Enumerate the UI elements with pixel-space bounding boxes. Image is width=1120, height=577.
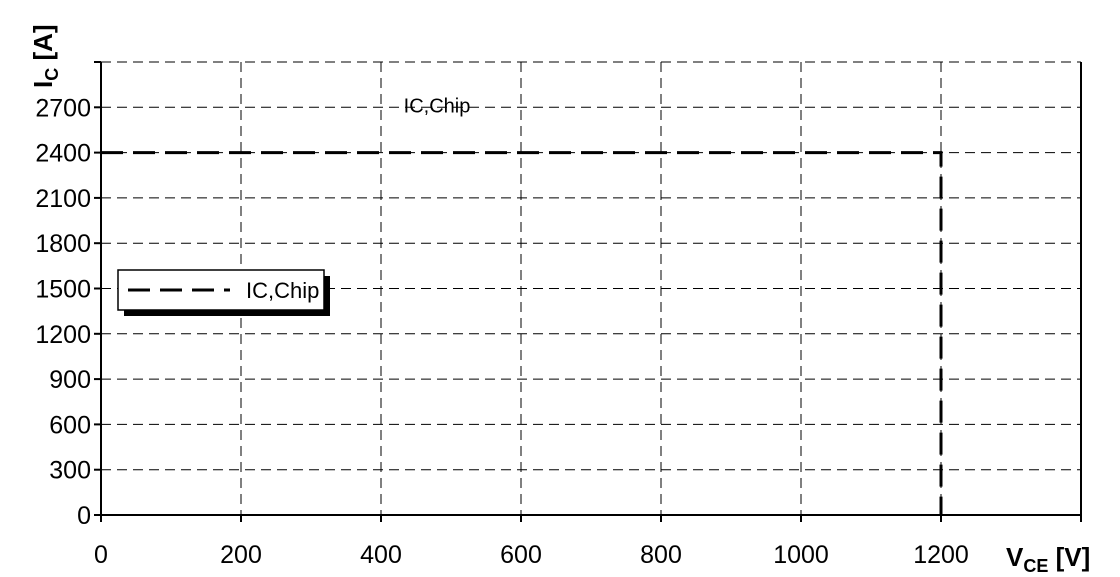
series-group — [101, 151, 943, 515]
y-tick-label: 1500 — [35, 276, 91, 304]
series-line — [101, 151, 943, 515]
x-tick-label: 0 — [94, 541, 108, 569]
y-tick-label: 900 — [49, 366, 91, 394]
annotations: IC,Chip — [404, 95, 471, 117]
x-tick-label: 1200 — [913, 541, 969, 569]
x-tick-label: 400 — [360, 541, 402, 569]
legend-label: IC,Chip — [246, 278, 319, 303]
y-tick-label: 1200 — [35, 321, 91, 349]
y-tick-label: 2700 — [35, 94, 91, 122]
legend-box — [117, 269, 325, 311]
y-tick-label: 0 — [77, 502, 91, 530]
y-tick-label: 2400 — [35, 140, 91, 168]
annotation-label: IC,Chip — [404, 95, 471, 117]
x-tick-label: 600 — [500, 541, 542, 569]
y-tick-label: 2100 — [35, 185, 91, 213]
x-tick-label: 1000 — [773, 541, 829, 569]
y-tick-label: 600 — [49, 411, 91, 439]
y-axis-label: IC [A] — [28, 24, 62, 88]
axis-labels: VCE [V] IC [A] — [28, 24, 1090, 576]
x-axis-label: VCE [V] — [1006, 542, 1090, 576]
legend: IC,Chip — [117, 269, 330, 316]
axis-ticks: 0 300 600 900 1200 1500 1800 2100 2400 2700 0 200 40… — [35, 61, 1082, 569]
y-tick-label: 300 — [49, 457, 91, 485]
x-tick-label: 800 — [640, 541, 682, 569]
y-tick-label: 1800 — [35, 230, 91, 258]
x-tick-label: 200 — [220, 541, 262, 569]
